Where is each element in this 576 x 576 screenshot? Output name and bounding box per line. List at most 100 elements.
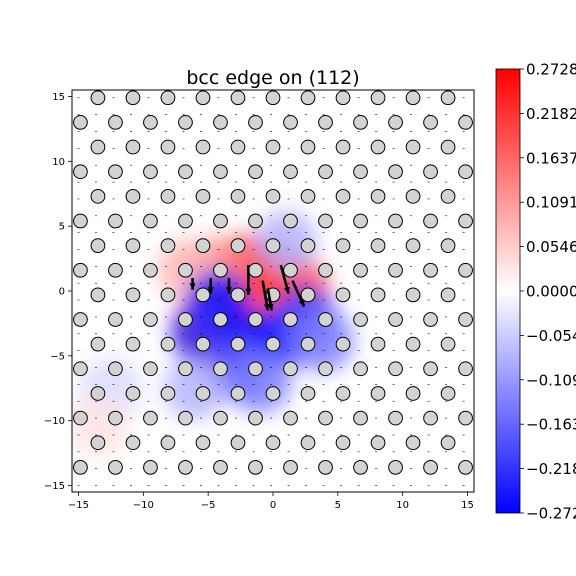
atom xyxy=(405,139,421,155)
atom xyxy=(405,188,421,204)
y-axis: 15 10 5 0 −5 −10 −15 xyxy=(44,92,72,492)
atom xyxy=(248,262,263,278)
atom xyxy=(73,361,88,377)
atom xyxy=(73,213,88,229)
atom xyxy=(160,287,176,303)
heatmap-blob xyxy=(228,350,292,413)
atom xyxy=(230,188,246,204)
atom xyxy=(265,238,281,253)
atom xyxy=(283,312,298,327)
atom xyxy=(335,238,351,253)
atom xyxy=(440,435,456,451)
atom xyxy=(160,188,176,204)
colorbar-tick-label: 0.0546 xyxy=(526,238,576,256)
atom xyxy=(265,336,281,352)
x-axis: −15 −10 −5 0 5 10 15 xyxy=(68,492,474,511)
atom xyxy=(370,238,386,253)
atom xyxy=(230,139,246,155)
atom xyxy=(318,115,333,130)
y-tick-label: 10 xyxy=(52,157,65,168)
plot-area xyxy=(72,90,474,492)
chart-title: bcc edge on (112) xyxy=(186,67,359,89)
atom xyxy=(370,287,386,303)
atom xyxy=(73,115,88,130)
atom xyxy=(283,262,298,278)
arrow-head xyxy=(207,287,214,294)
atom xyxy=(160,336,176,352)
atom xyxy=(108,164,123,180)
colorbar-tick-label: −0.2728 xyxy=(526,505,576,523)
atom xyxy=(73,459,88,475)
x-tick-label: 15 xyxy=(461,500,474,511)
atom xyxy=(230,238,246,253)
atom xyxy=(160,435,176,451)
atom-lattice xyxy=(73,90,473,475)
atom xyxy=(318,262,333,278)
atom xyxy=(248,213,263,229)
atom xyxy=(265,386,281,401)
atom xyxy=(248,459,263,475)
atom xyxy=(90,336,106,352)
atom xyxy=(160,139,176,155)
arrow-head xyxy=(245,288,252,295)
atom xyxy=(178,361,193,377)
atom xyxy=(423,213,438,229)
atom xyxy=(388,312,403,327)
atom xyxy=(300,139,316,155)
atom xyxy=(300,435,316,451)
atom xyxy=(230,435,246,451)
colorbar-tick-label: −0.2182 xyxy=(526,460,576,478)
atom xyxy=(353,312,368,327)
atom xyxy=(423,361,438,377)
atom xyxy=(458,459,473,475)
atom xyxy=(108,361,123,377)
atom xyxy=(143,213,158,229)
atom xyxy=(370,435,386,451)
x-tick-label: −5 xyxy=(201,500,216,511)
y-tick-label: −10 xyxy=(44,416,65,427)
atom xyxy=(283,459,298,475)
heatmap-blob xyxy=(254,210,318,273)
atom xyxy=(108,410,123,426)
atom xyxy=(300,386,316,401)
colorbar-tick-label: −0.1637 xyxy=(526,416,576,434)
atom xyxy=(405,435,421,451)
atom xyxy=(405,238,421,253)
atom xyxy=(440,386,456,401)
atom xyxy=(353,361,368,377)
colorbar-axis: 0.2728 0.2182 0.1637 0.1091 0.0546 0.0000 −0.0… xyxy=(520,61,576,523)
atom xyxy=(440,90,456,106)
atom xyxy=(370,139,386,155)
atom xyxy=(90,386,106,401)
atom xyxy=(318,361,333,377)
atom xyxy=(195,238,211,253)
colorbar-tick-label: −0.0546 xyxy=(526,327,576,345)
atom xyxy=(90,188,106,204)
atom xyxy=(125,90,141,106)
atom xyxy=(335,90,351,106)
atom xyxy=(353,262,368,278)
atom xyxy=(108,115,123,130)
atom xyxy=(423,312,438,327)
atom xyxy=(300,336,316,352)
atom xyxy=(370,336,386,352)
atom xyxy=(230,287,246,303)
atom xyxy=(335,386,351,401)
x-tick-label: −15 xyxy=(68,500,89,511)
atom xyxy=(353,115,368,130)
atom xyxy=(423,115,438,130)
atom xyxy=(160,90,176,106)
atom xyxy=(73,262,88,278)
atom xyxy=(195,336,211,352)
atom xyxy=(178,312,193,327)
atom xyxy=(265,139,281,155)
displacement-arrows xyxy=(189,264,306,311)
atom xyxy=(283,213,298,229)
atom xyxy=(283,115,298,130)
atom xyxy=(370,188,386,204)
atom xyxy=(108,312,123,327)
atom xyxy=(265,90,281,106)
atom xyxy=(405,90,421,106)
atom xyxy=(195,90,211,106)
atom xyxy=(178,410,193,426)
